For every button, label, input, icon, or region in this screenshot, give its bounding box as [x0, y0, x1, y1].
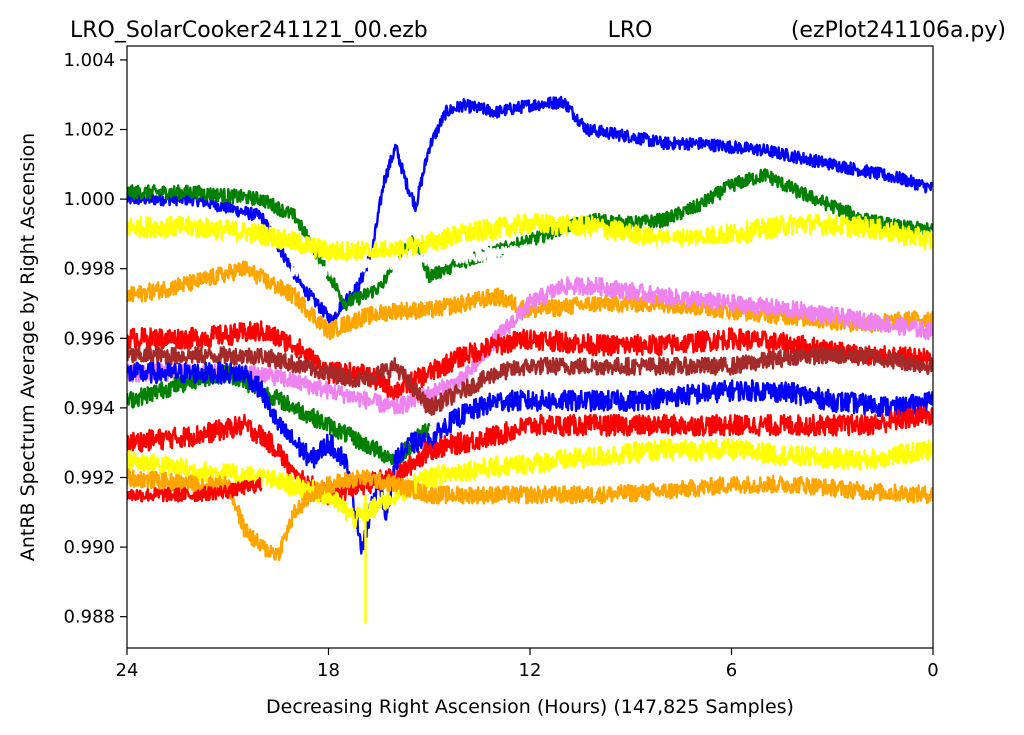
series-line-2 — [127, 168, 933, 311]
x-tick-label: 12 — [519, 660, 542, 681]
series-line-12 — [127, 438, 933, 530]
y-tick-label: 1.002 — [63, 120, 115, 141]
y-axis: 0.988 0.990 0.992 0.994 0.996 0.998 1.000 1.002… — [63, 50, 127, 628]
y-tick-label: 0.994 — [63, 398, 115, 419]
series-line-10 — [127, 361, 933, 555]
series-line-13 — [127, 468, 933, 562]
x-tick-label: 18 — [317, 660, 340, 681]
series-line-7 — [127, 320, 933, 401]
series-line-6 — [127, 276, 933, 415]
series-line-11 — [127, 405, 933, 506]
series-line-1 — [127, 95, 933, 326]
x-tick-label: 6 — [726, 660, 737, 681]
y-axis-label: AntRB Spectrum Average by Right Ascensio… — [17, 133, 39, 561]
y-tick-label: 0.990 — [63, 537, 115, 558]
series-line-4 — [127, 240, 933, 284]
series-line-8 — [127, 345, 933, 416]
y-tick-label: 1.004 — [63, 50, 115, 71]
series-line-3 — [127, 212, 933, 263]
x-tick-label: 24 — [116, 660, 139, 681]
y-tick-label: 0.998 — [63, 259, 115, 280]
series-layer — [127, 95, 933, 624]
chart-title-right: (ezPlot241106a.py) — [791, 18, 1006, 43]
series-line-14 — [127, 477, 263, 503]
y-tick-label: 1.000 — [63, 189, 115, 210]
x-axis: 24 18 12 6 0 — [116, 648, 939, 681]
x-tick-label: 0 — [927, 660, 938, 681]
x-axis-label: Decreasing Right Ascension (Hours) (147,… — [266, 696, 794, 718]
y-tick-label: 0.996 — [63, 328, 115, 349]
chart-title-center: LRO — [608, 18, 653, 43]
chart-title-left: LRO_SolarCooker241121_00.ezb — [70, 18, 428, 43]
y-tick-label: 0.988 — [63, 607, 115, 628]
y-tick-label: 0.992 — [63, 467, 115, 488]
